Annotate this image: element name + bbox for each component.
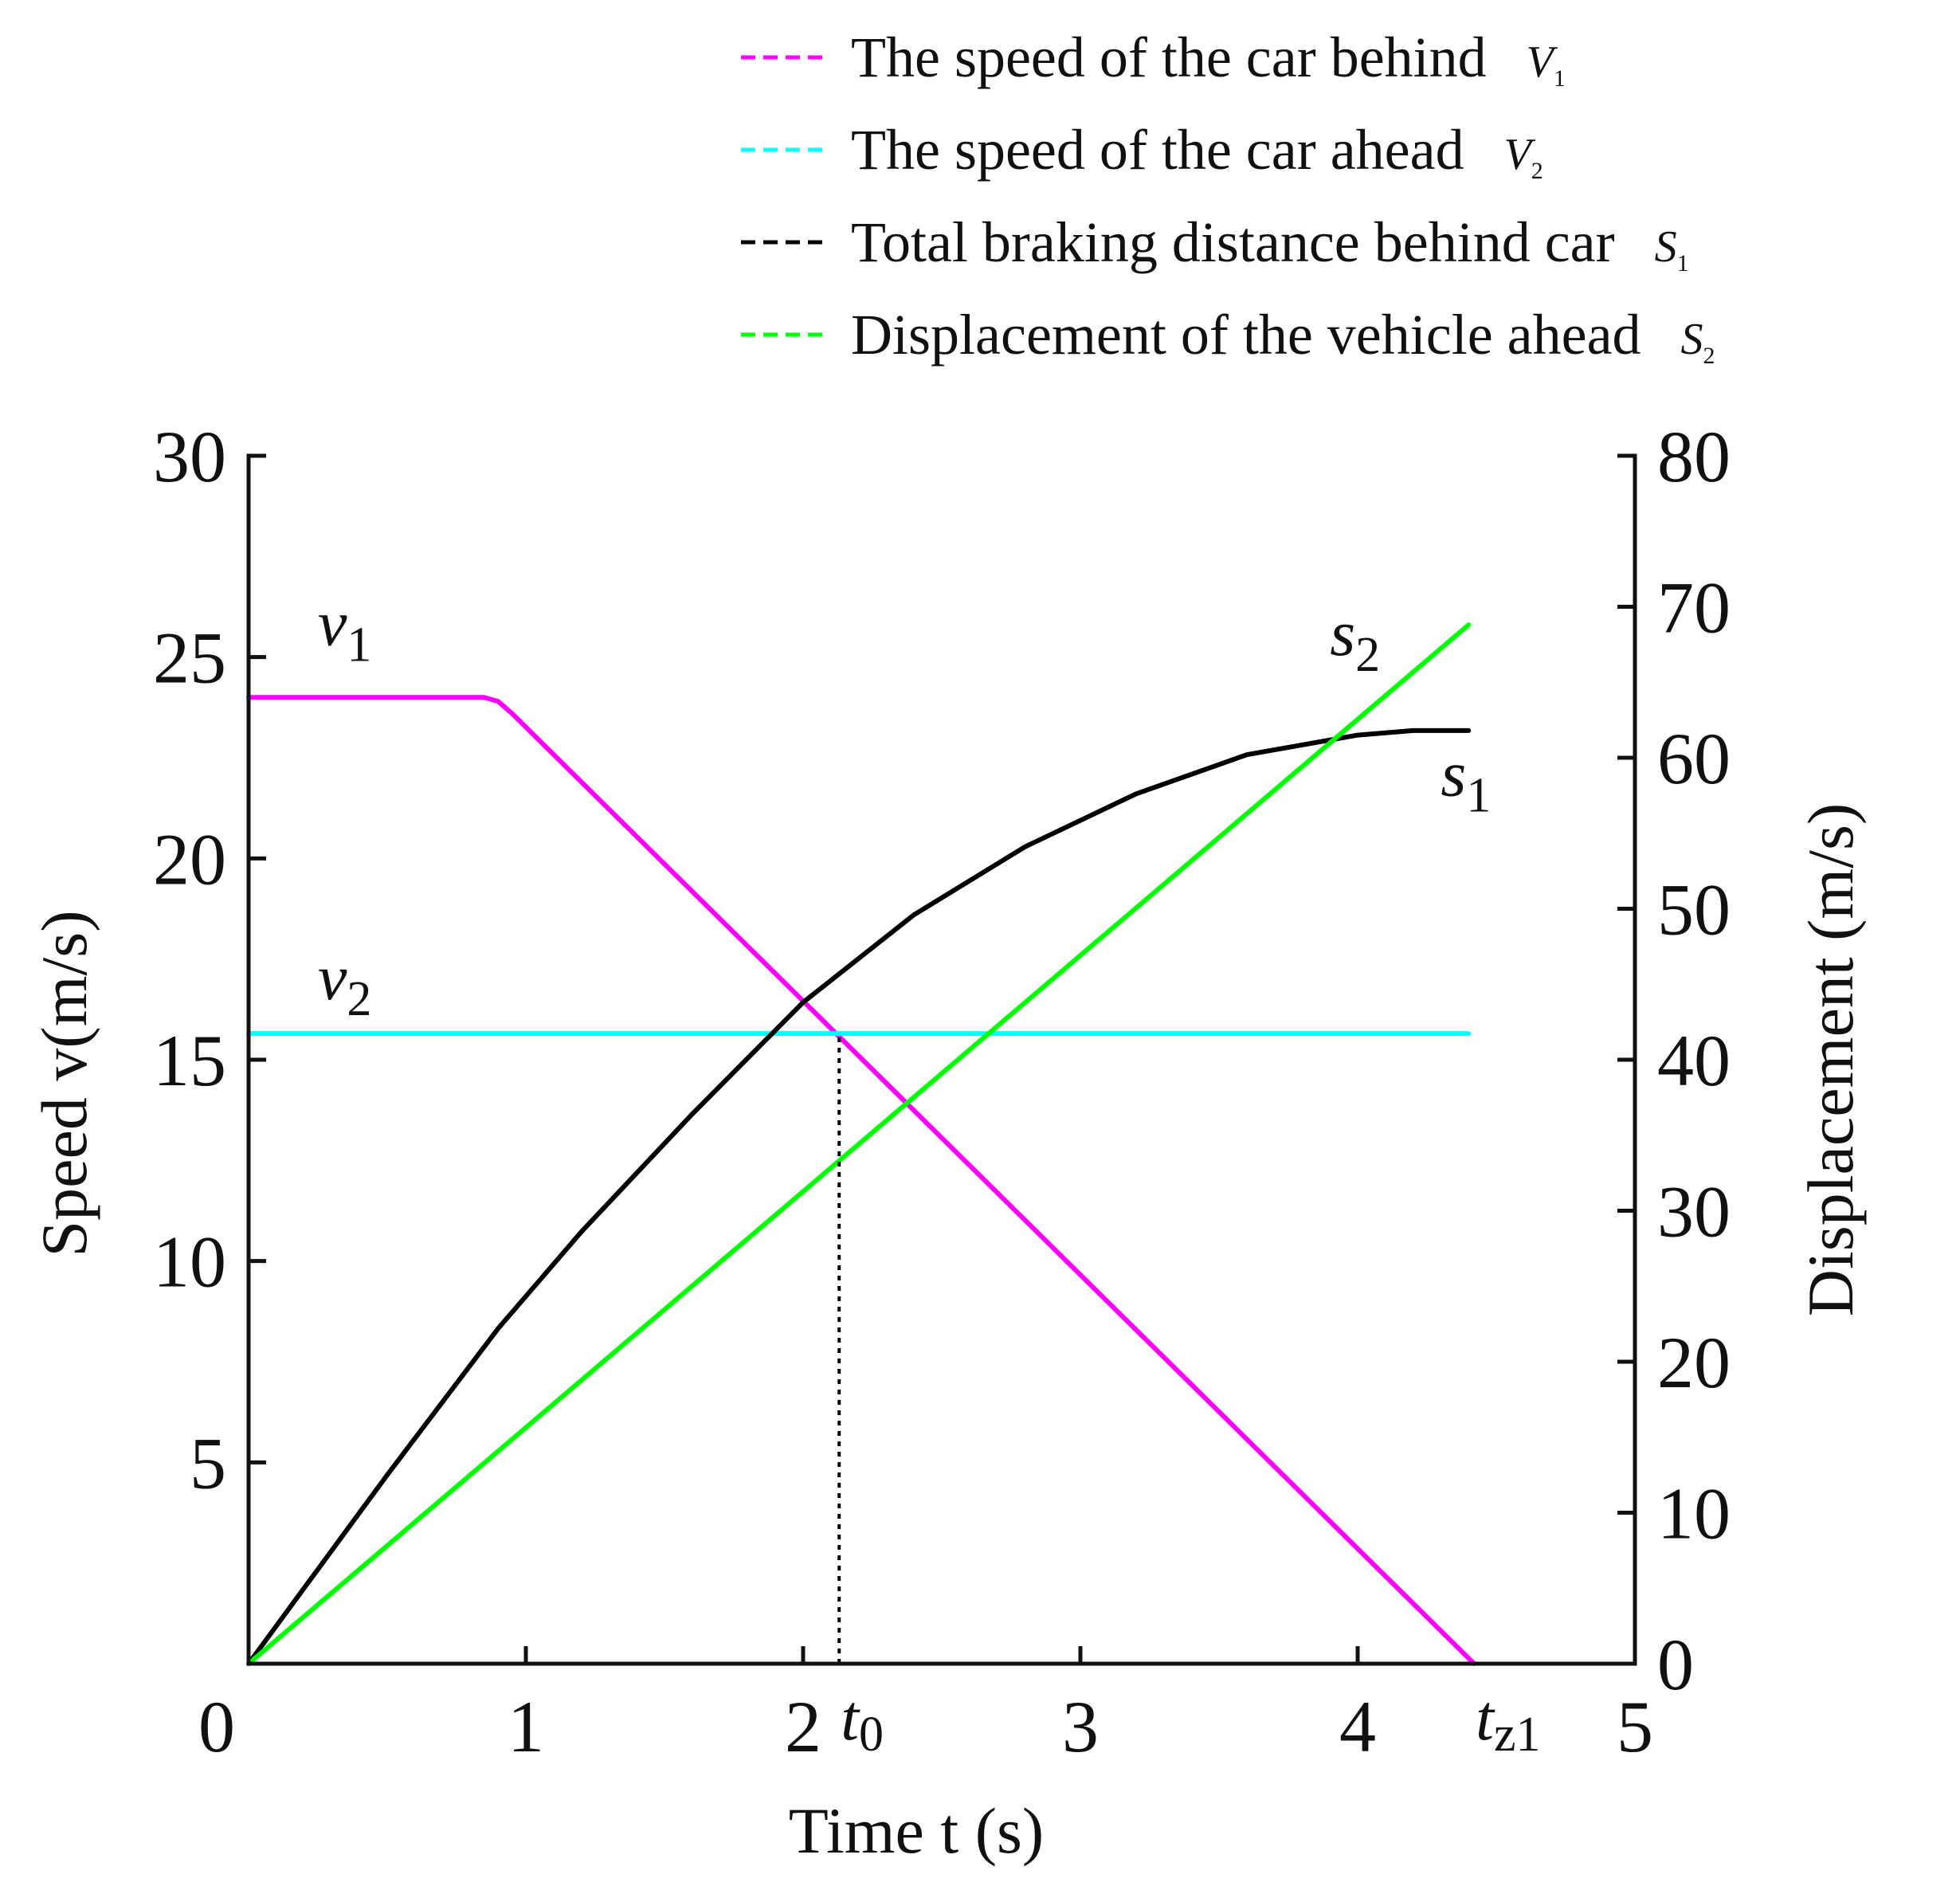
y-right-tick-label: 0 [1657, 1624, 1694, 1705]
legend-label-4: Displacement of the vehicle ahead [851, 303, 1641, 367]
axes-layer: 0 1 2 3 4 5 t0 tz1 5 10 15 20 25 30 0 10 20 30 40 50 60 70 80 [153, 416, 1731, 1767]
series-layer: v1 v2 s1 s2 [246, 587, 1491, 1666]
x-axis-title: Time t (s) [789, 1794, 1044, 1867]
y-axis-left-title: Speed v(m/s) [28, 911, 100, 1257]
y-right-tick-label: 80 [1657, 416, 1731, 497]
series-s1-line [246, 727, 1472, 1666]
x-tick-label: 1 [508, 1686, 544, 1767]
legend-symbol-2: V2 [1504, 130, 1543, 184]
x-special-tick-label: tz1 [1476, 1681, 1540, 1762]
x-tick-label: 2 [785, 1686, 821, 1767]
y-right-tick-label: 30 [1657, 1171, 1731, 1253]
series-s2-label: s2 [1330, 597, 1380, 682]
y-right-tick-label: 50 [1657, 869, 1731, 951]
y-left-tick-label: 5 [190, 1422, 226, 1504]
series-v1-label: v1 [318, 587, 371, 672]
x-tick-label: 3 [1062, 1686, 1099, 1767]
y-left-tick-label: 20 [153, 818, 226, 900]
y-left-tick-label: 10 [153, 1221, 226, 1303]
series-v2-label: v2 [318, 941, 371, 1026]
series-s2-line [246, 622, 1472, 1666]
legend-symbol-1: V1 [1527, 37, 1566, 92]
x-special-tick-label: t0 [841, 1681, 884, 1762]
legend: The speed of the car behind V1 The speed o… [741, 25, 1715, 369]
legend-label-1: The speed of the car behind [851, 25, 1487, 89]
x-tick-label: 0 [198, 1686, 235, 1767]
legend-label-3: Total braking distance behind car [851, 210, 1615, 274]
series-v1-line [246, 695, 1477, 1666]
y-right-tick-label: 10 [1657, 1473, 1731, 1555]
plot-area: v1 v2 s1 s2 0 1 2 3 4 5 t0 tz1 5 10 15 20 25 30 0 10 20 30 40… [153, 416, 1731, 1767]
series-s1-label: s1 [1441, 737, 1491, 822]
y-left-tick-label: 30 [153, 416, 226, 497]
legend-symbol-3: S1 [1655, 222, 1689, 276]
y-right-tick-label: 20 [1657, 1322, 1731, 1403]
x-tick-label: 5 [1617, 1686, 1653, 1767]
y-right-tick-label: 70 [1657, 567, 1731, 649]
y-left-tick-label: 25 [153, 618, 226, 699]
legend-label-2: The speed of the car ahead [851, 118, 1464, 182]
legend-symbol-4: S2 [1681, 315, 1715, 369]
x-tick-label: 4 [1339, 1686, 1376, 1767]
y-right-tick-label: 60 [1657, 718, 1731, 799]
y-left-tick-label: 15 [153, 1020, 226, 1101]
y-right-tick-label: 40 [1657, 1020, 1731, 1101]
y-axis-right-title: Displacement (m/s) [1794, 803, 1867, 1316]
